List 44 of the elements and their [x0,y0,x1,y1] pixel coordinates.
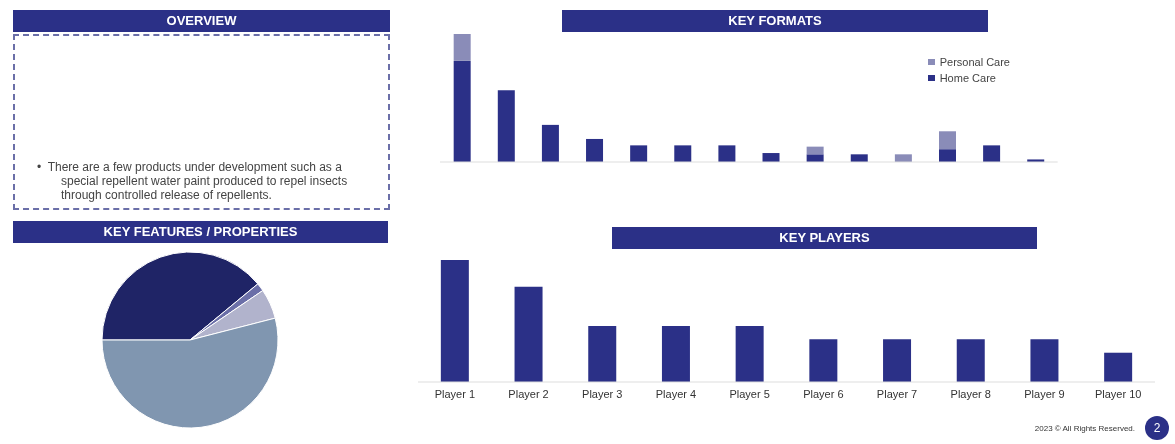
text: 2023 © All Rights Reserved. [1034,423,1135,433]
bar [938,149,956,162]
bar [453,60,471,162]
bar [806,146,824,155]
bar [440,260,469,382]
legend-label: Home Care [938,72,997,84]
bar [806,154,824,162]
x-tick-label: Player 6 [803,387,844,400]
bar [661,325,690,382]
x-tick-label: Player 1 [434,387,476,400]
text: 2 [1145,416,1169,440]
bar [1104,352,1133,382]
bar [735,325,764,382]
bar [514,286,543,382]
bar [630,145,648,162]
chart-title: KEY FEATURES / PROPERTIES [13,221,388,243]
text: OVERVIEW [13,10,390,32]
bar [541,124,559,162]
bar [674,145,692,162]
bar [956,339,985,382]
x-tick-label: Player 9 [1024,387,1065,400]
bar [1030,339,1059,382]
bar [983,145,1001,162]
bar [718,145,736,162]
bar [453,34,471,61]
bar [588,325,617,382]
chart-title: KEY FORMATS [562,10,988,32]
bar [850,154,868,162]
legend-label: Personal Care [938,56,1010,68]
bar [586,138,604,162]
text: • There are a few products under development such as a special repellent water paint produced to repel insects through controlled release of repellents. [36,160,349,202]
x-tick-label: Player 7 [876,387,918,400]
bar [938,131,956,150]
x-tick-label: Player 8 [950,387,991,400]
chart-title: KEY PLAYERS [612,227,1037,249]
x-tick-label: Player 3 [582,387,623,400]
bar [883,339,912,382]
x-tick-label: Player 10 [1094,387,1142,400]
bar [809,339,838,382]
bar [497,90,515,162]
x-tick-label: Player 4 [655,387,697,400]
x-tick-label: Player 2 [508,387,549,400]
x-tick-label: Player 5 [729,387,770,400]
bar [894,154,912,162]
